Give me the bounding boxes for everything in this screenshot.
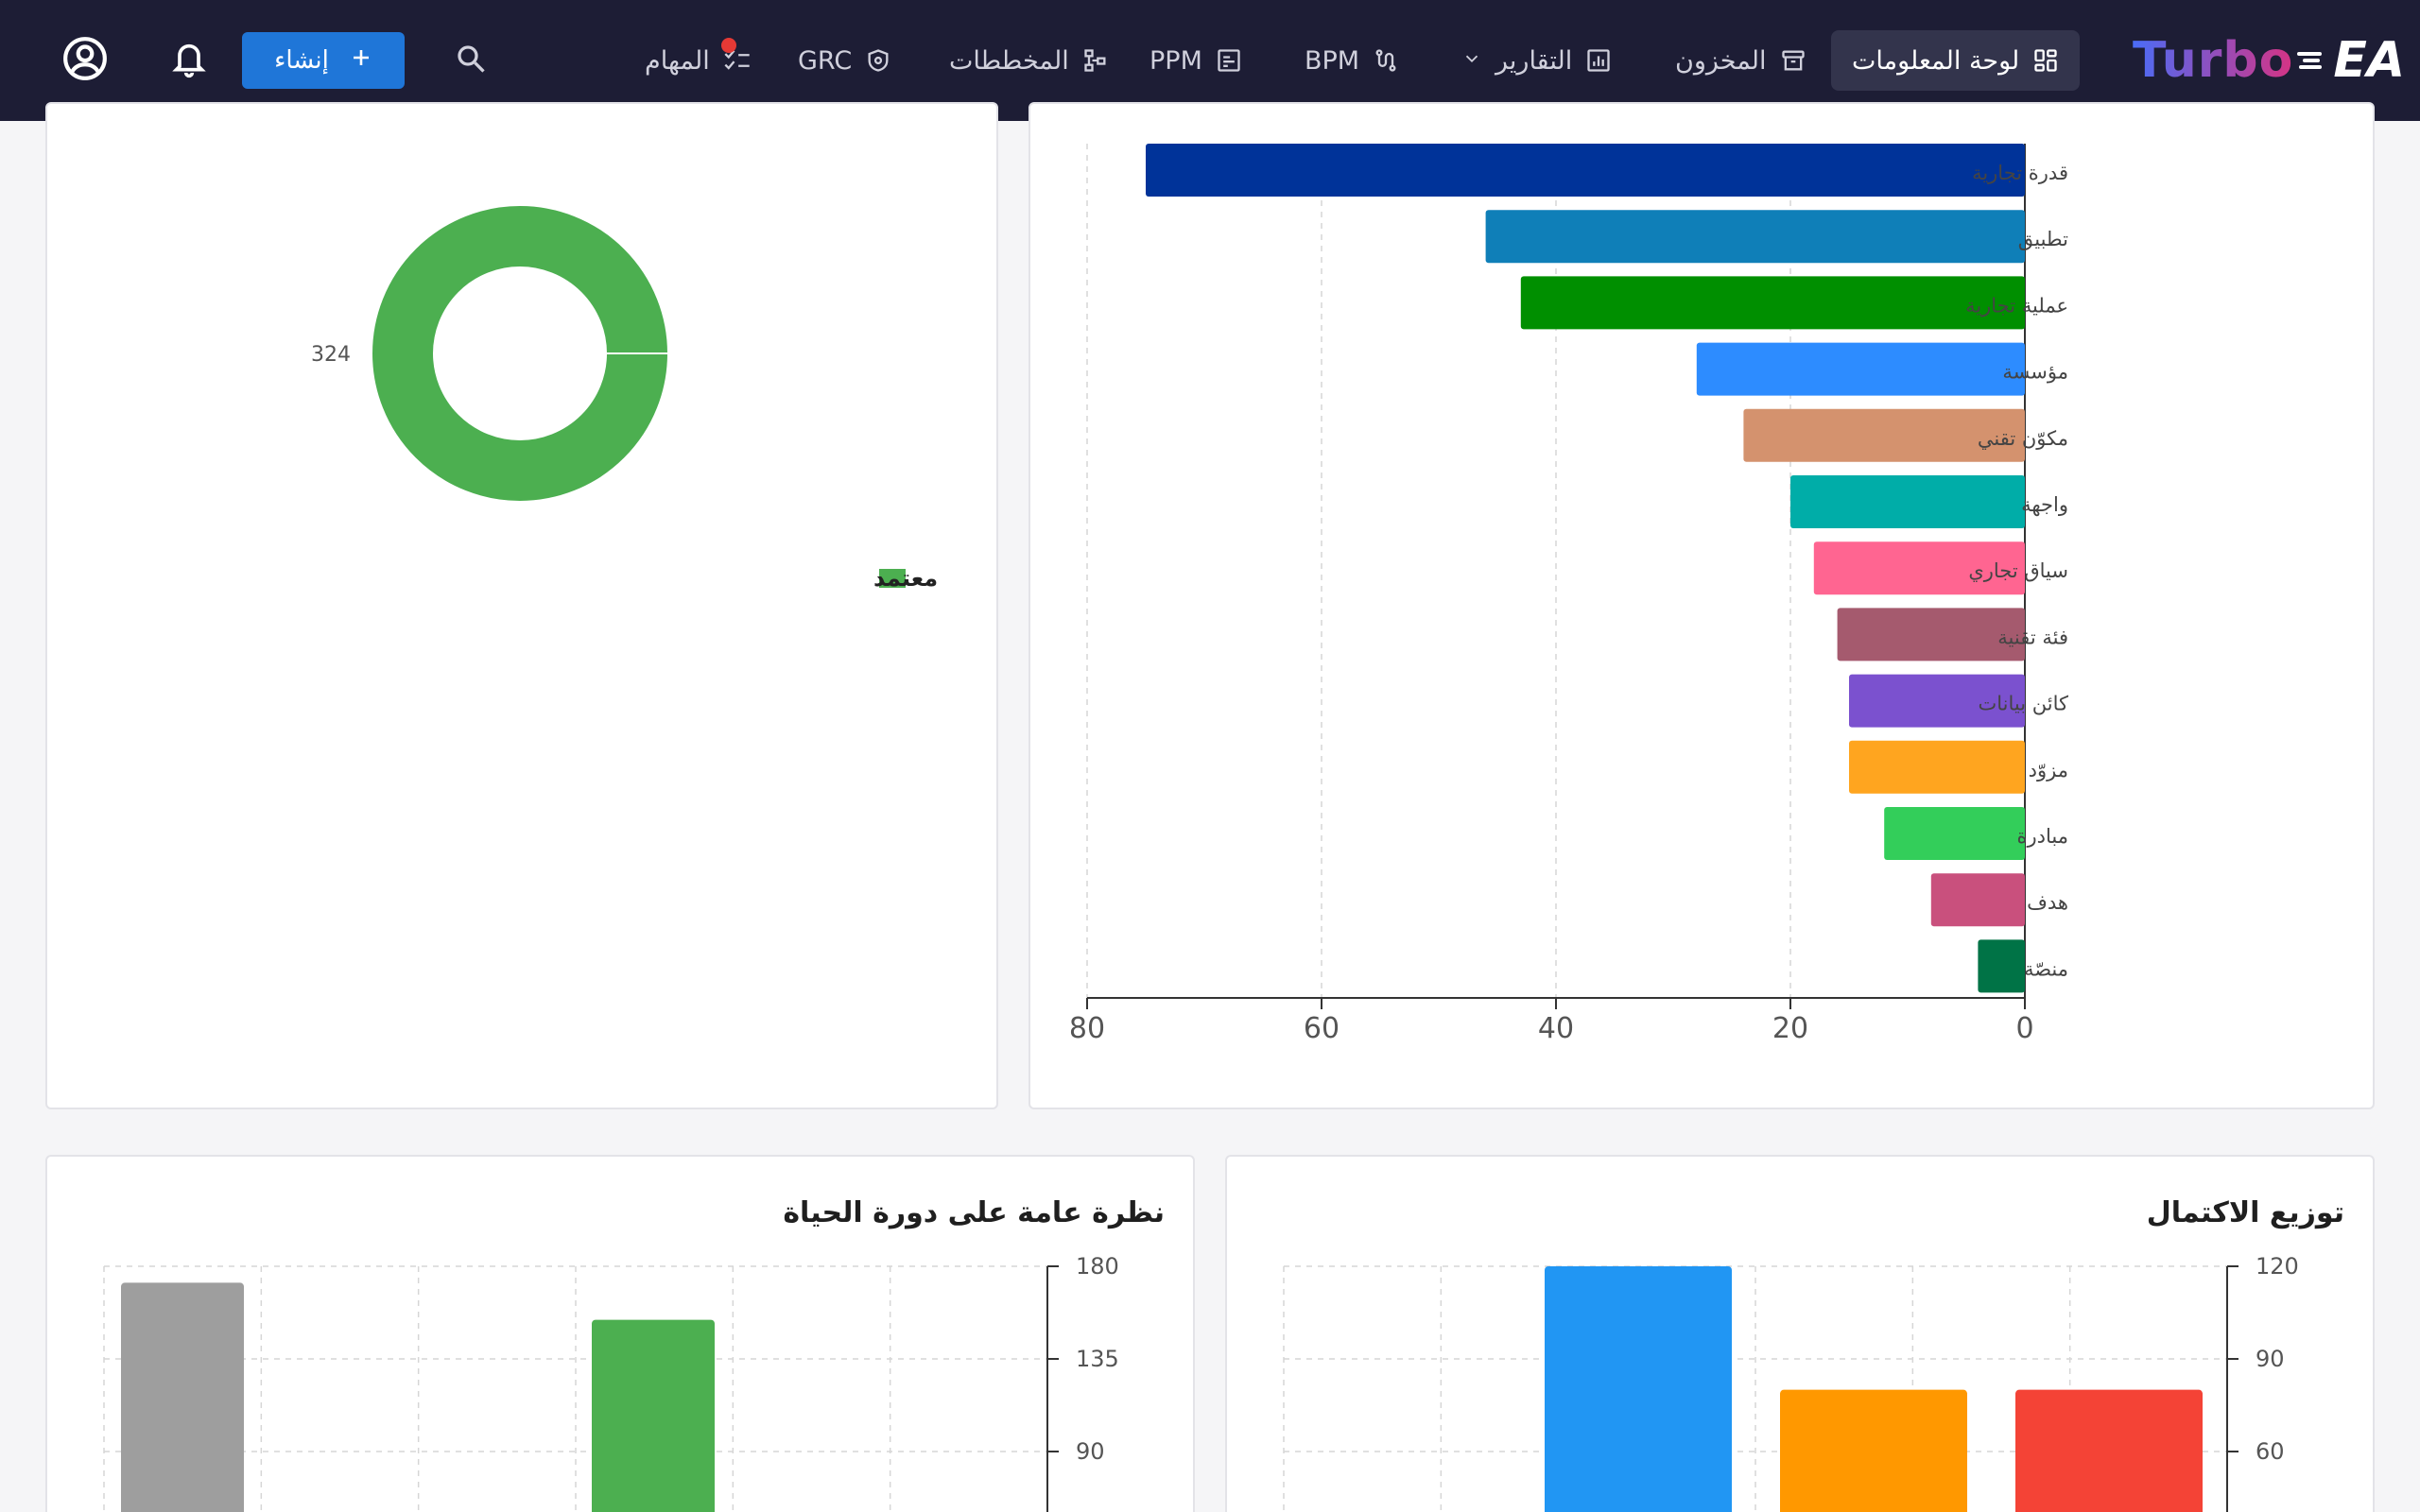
type-category-label: مبادرة bbox=[2017, 825, 2068, 848]
donut-slice bbox=[372, 206, 667, 501]
type-category-label: عملية تجارية bbox=[1965, 294, 2068, 317]
type-category-label: مكوّن تقني bbox=[1978, 427, 2068, 450]
lifecycle-bar-chart: 180 135 90 bbox=[103, 1253, 1119, 1512]
type-category-label: تطبيق bbox=[2018, 228, 2068, 250]
brand-speed-lines-icon bbox=[2297, 46, 2325, 75]
type-bar bbox=[1485, 210, 2025, 264]
lifecycle-y-tick-label: 90 bbox=[1076, 1438, 1105, 1465]
brand-logo[interactable]: Turbo EA bbox=[2133, 28, 2405, 93]
create-button[interactable]: إنشاء bbox=[242, 32, 405, 89]
type-bar bbox=[1849, 674, 2025, 728]
nav-inventory-label: المخزون bbox=[1675, 45, 1767, 76]
shield-icon bbox=[865, 47, 891, 74]
notification-dot bbox=[720, 38, 736, 53]
create-button-label: إنشاء bbox=[274, 46, 329, 75]
nav-reports-label: التقارير bbox=[1495, 45, 1573, 76]
nav-bpm-label: BPM bbox=[1305, 45, 1360, 76]
type-category-label: واجهة bbox=[2021, 493, 2068, 516]
type-bar bbox=[1978, 939, 2025, 993]
nav-dashboard-label: لوحة المعلومات bbox=[1852, 45, 2020, 76]
completion-bar bbox=[1545, 1266, 1732, 1512]
type-category-label: منصّة bbox=[2024, 957, 2068, 980]
chevron-down-icon bbox=[1461, 46, 1482, 76]
type-bar bbox=[1930, 873, 2025, 927]
type-bar bbox=[1884, 807, 2025, 860]
nav-grc-label: GRC bbox=[798, 45, 853, 76]
completion-bar bbox=[2015, 1389, 2203, 1512]
type-category-label: كائن بيانات bbox=[1979, 693, 2069, 715]
brand-logo-ea: EA bbox=[2333, 32, 2406, 89]
legend-swatch bbox=[879, 569, 906, 588]
type-bar bbox=[1743, 408, 2025, 462]
top-app-bar: Turbo EA لوحة المعلومات المخزون التقارير bbox=[0, 0, 2420, 121]
nav-ppm[interactable]: PPM bbox=[1140, 30, 1252, 91]
status-donut-card: 324 معتمد bbox=[45, 102, 998, 1109]
lifecycle-overview-card: نظرة عامة على دورة الحياة 180 135 90 bbox=[45, 1155, 1195, 1512]
completion-bar-chart: 120 90 60 bbox=[1283, 1253, 2299, 1512]
nav-tasks-label: المهام bbox=[645, 45, 710, 76]
type-bar bbox=[1696, 342, 2025, 396]
brand-logo-turbo: Turbo bbox=[2133, 32, 2294, 89]
nav-ppm-label: PPM bbox=[1150, 45, 1202, 76]
type-category-label: سياق تجاري bbox=[1968, 559, 2068, 582]
type-bar bbox=[1790, 475, 2025, 528]
nav-inventory[interactable]: المخزون bbox=[1666, 30, 1816, 91]
notifications-button[interactable] bbox=[168, 38, 210, 83]
lifecycle-bar bbox=[592, 1319, 715, 1512]
x-tick-label: 40 bbox=[1538, 1012, 1574, 1045]
search-icon bbox=[454, 42, 488, 79]
completion-distribution-card: توزيع الاكتمال 120 90 60 bbox=[1225, 1155, 2375, 1512]
dashboard-grid-icon bbox=[2032, 47, 2059, 74]
completion-y-tick-label: 90 bbox=[2256, 1346, 2285, 1372]
completion-y-tick-label: 60 bbox=[2256, 1438, 2285, 1465]
nav-bpm[interactable]: BPM bbox=[1295, 30, 1409, 91]
lifecycle-bar bbox=[121, 1282, 244, 1512]
type-bar bbox=[1837, 608, 2025, 662]
type-bar bbox=[1813, 541, 2025, 595]
type-bar bbox=[1146, 144, 2025, 197]
process-flow-icon bbox=[1373, 47, 1399, 74]
nav-diagrams-label: المخططات bbox=[949, 45, 1069, 76]
nav-dashboard[interactable]: لوحة المعلومات bbox=[1831, 30, 2081, 91]
card-type-distribution-card: 80 60 40 20 0 قدرة تجارية تطبيق عملية تجارية مؤس… bbox=[1028, 102, 2375, 1109]
completion-bar bbox=[1780, 1389, 1967, 1512]
lifecycle-title: نظرة عامة على دورة الحياة bbox=[783, 1196, 1165, 1229]
bell-icon bbox=[170, 38, 208, 83]
checklist-icon bbox=[720, 38, 752, 74]
type-category-label: مؤسسة bbox=[2002, 361, 2068, 384]
donut-total-label: 324 bbox=[311, 343, 351, 367]
status-donut-chart: 324 معتمد bbox=[311, 206, 938, 592]
x-tick-label: 0 bbox=[2015, 1012, 2033, 1045]
type-category-label: قدرة تجارية bbox=[1972, 162, 2068, 184]
project-board-icon bbox=[1216, 47, 1242, 74]
type-bar bbox=[1520, 276, 2025, 330]
completion-title: توزيع الاكتمال bbox=[2146, 1196, 2344, 1229]
nav-diagrams[interactable]: المخططات bbox=[940, 30, 1118, 91]
type-category-label: هدف bbox=[2027, 891, 2068, 914]
bar-chart-icon bbox=[1585, 47, 1612, 74]
plus-icon bbox=[350, 46, 372, 76]
archive-box-icon bbox=[1780, 47, 1806, 74]
search-button[interactable] bbox=[450, 40, 492, 81]
lifecycle-y-tick-label: 135 bbox=[1076, 1346, 1119, 1372]
type-category-label: مزوّد bbox=[2029, 759, 2068, 782]
account-circle-icon bbox=[61, 35, 109, 86]
x-tick-label: 20 bbox=[1772, 1012, 1808, 1045]
card-type-bar-chart: 80 60 40 20 0 قدرة تجارية تطبيق عملية تجارية مؤس… bbox=[1069, 144, 2069, 1045]
type-bar bbox=[1849, 740, 2025, 794]
nav-grc[interactable]: GRC bbox=[788, 30, 901, 91]
diagram-nodes-icon bbox=[1082, 47, 1109, 74]
nav-tasks[interactable]: المهام bbox=[635, 30, 761, 91]
x-tick-label: 60 bbox=[1304, 1012, 1340, 1045]
type-category-label: فئة تقنية bbox=[1997, 626, 2068, 648]
x-tick-label: 80 bbox=[1069, 1012, 1105, 1045]
completion-y-tick-label: 120 bbox=[2256, 1253, 2299, 1280]
legend-label-approved: معتمد bbox=[873, 565, 938, 592]
lifecycle-y-tick-label: 180 bbox=[1076, 1253, 1119, 1280]
account-button[interactable] bbox=[60, 36, 110, 85]
nav-reports[interactable]: التقارير bbox=[1452, 30, 1621, 91]
